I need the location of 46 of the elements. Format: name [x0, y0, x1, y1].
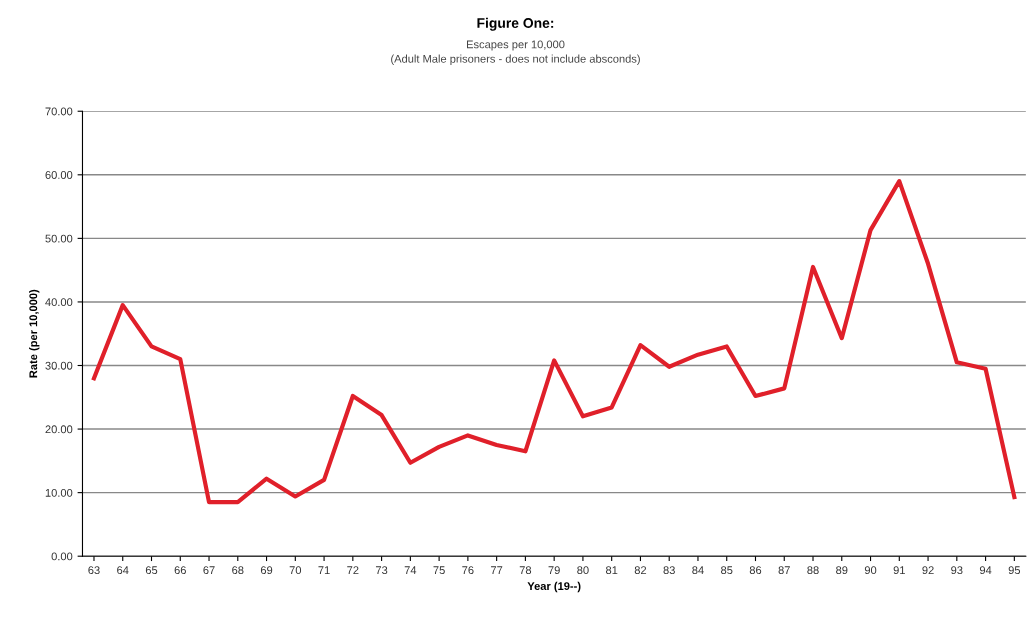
x-tick-label: 83	[663, 566, 675, 575]
y-tick-label: 0.00	[51, 552, 73, 561]
x-tick-label: 80	[577, 566, 589, 575]
x-tick-label: 65	[145, 566, 158, 575]
x-tick-label: 76	[462, 566, 474, 575]
x-tick-label: 69	[260, 566, 273, 575]
x-tick-label: 78	[519, 566, 532, 575]
y-tick-label: 70.00	[45, 107, 73, 116]
chart-title: Figure One:	[477, 17, 554, 31]
x-tick-label: 77	[491, 566, 503, 574]
x-tick-label: 71	[318, 566, 330, 574]
x-tick-label: 85	[721, 566, 733, 575]
x-tick-label: 74	[404, 566, 417, 574]
line-series	[91, 179, 1017, 505]
x-tick-label: 84	[692, 566, 704, 575]
x-tick-label: 86	[749, 566, 762, 575]
x-tick-label: 95	[1008, 566, 1021, 575]
y-tick-label: 50.00	[45, 234, 73, 243]
y-axis-title: Rate (per 10,000)	[29, 289, 40, 378]
y-tick-label: 40.00	[45, 298, 73, 307]
x-tick-label: 75	[433, 566, 445, 575]
y-tick-label: 20.00	[45, 425, 73, 434]
x-tick-label: 63	[88, 566, 100, 575]
x-tick-label: 66	[174, 566, 186, 575]
x-tick-label: 91	[893, 566, 905, 575]
x-tick-label: 70	[289, 566, 302, 575]
chart-subtitle: Escapes per 10,000 (Adult Male prisoners - does not include absconds)	[391, 40, 640, 65]
x-tick-label: 92	[922, 566, 934, 575]
x-tick-label: 87	[778, 566, 790, 575]
x-tick-label: 79	[548, 566, 560, 575]
y-tick-label: 30.00	[45, 361, 73, 370]
x-axis-title: Year (19--)	[527, 581, 581, 593]
x-tick-label: 88	[807, 566, 819, 575]
x-tick-label: 72	[347, 566, 359, 574]
x-tick-label: 90	[864, 566, 877, 575]
y-tick-label: 10.00	[45, 488, 73, 497]
x-tick-label: 94	[979, 566, 992, 575]
x-tick-label: 93	[951, 566, 963, 575]
x-tick-label: 67	[203, 566, 215, 575]
x-tick-label: 89	[836, 566, 848, 575]
y-tick-label: 60.00	[45, 171, 73, 179]
x-tick-label: 68	[232, 566, 244, 575]
x-tick-label: 81	[605, 566, 618, 575]
x-tick-label: 64	[117, 566, 129, 575]
x-tick-label: 82	[634, 566, 647, 575]
x-tick-label: 73	[375, 566, 388, 575]
